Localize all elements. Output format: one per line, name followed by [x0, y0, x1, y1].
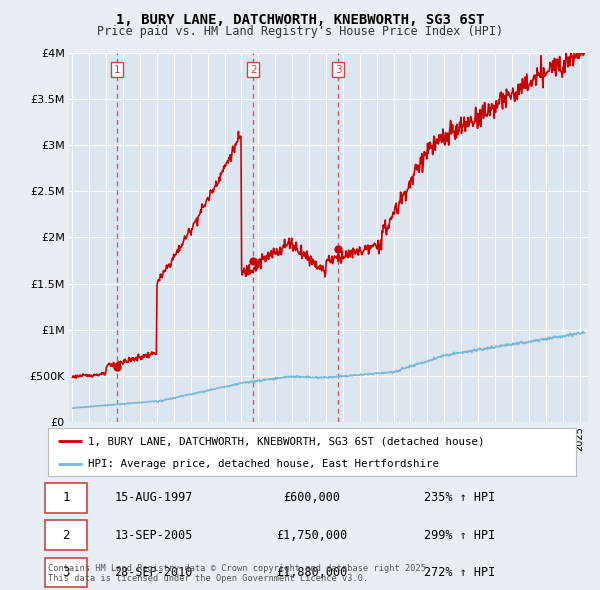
Text: 1, BURY LANE, DATCHWORTH, KNEBWORTH, SG3 6ST: 1, BURY LANE, DATCHWORTH, KNEBWORTH, SG3…	[116, 13, 484, 27]
Text: 1: 1	[62, 491, 70, 504]
Text: 1, BURY LANE, DATCHWORTH, KNEBWORTH, SG3 6ST (detached house): 1, BURY LANE, DATCHWORTH, KNEBWORTH, SG3…	[88, 436, 484, 446]
Text: 235% ↑ HPI: 235% ↑ HPI	[424, 491, 496, 504]
FancyBboxPatch shape	[46, 520, 86, 550]
Text: £600,000: £600,000	[284, 491, 341, 504]
FancyBboxPatch shape	[46, 483, 86, 513]
FancyBboxPatch shape	[46, 558, 86, 587]
Text: 272% ↑ HPI: 272% ↑ HPI	[424, 566, 496, 579]
Text: 3: 3	[62, 566, 70, 579]
Text: 2: 2	[250, 65, 257, 75]
Text: £1,880,000: £1,880,000	[277, 566, 347, 579]
Text: 1: 1	[113, 65, 120, 75]
Text: 299% ↑ HPI: 299% ↑ HPI	[424, 529, 496, 542]
Text: 3: 3	[335, 65, 341, 75]
Text: 15-AUG-1997: 15-AUG-1997	[115, 491, 193, 504]
Text: 28-SEP-2010: 28-SEP-2010	[115, 566, 193, 579]
Text: 13-SEP-2005: 13-SEP-2005	[115, 529, 193, 542]
Text: £1,750,000: £1,750,000	[277, 529, 347, 542]
Text: Price paid vs. HM Land Registry's House Price Index (HPI): Price paid vs. HM Land Registry's House …	[97, 25, 503, 38]
Text: HPI: Average price, detached house, East Hertfordshire: HPI: Average price, detached house, East…	[88, 459, 439, 469]
Text: Contains HM Land Registry data © Crown copyright and database right 2025.
This d: Contains HM Land Registry data © Crown c…	[48, 563, 431, 583]
Text: 2: 2	[62, 529, 70, 542]
